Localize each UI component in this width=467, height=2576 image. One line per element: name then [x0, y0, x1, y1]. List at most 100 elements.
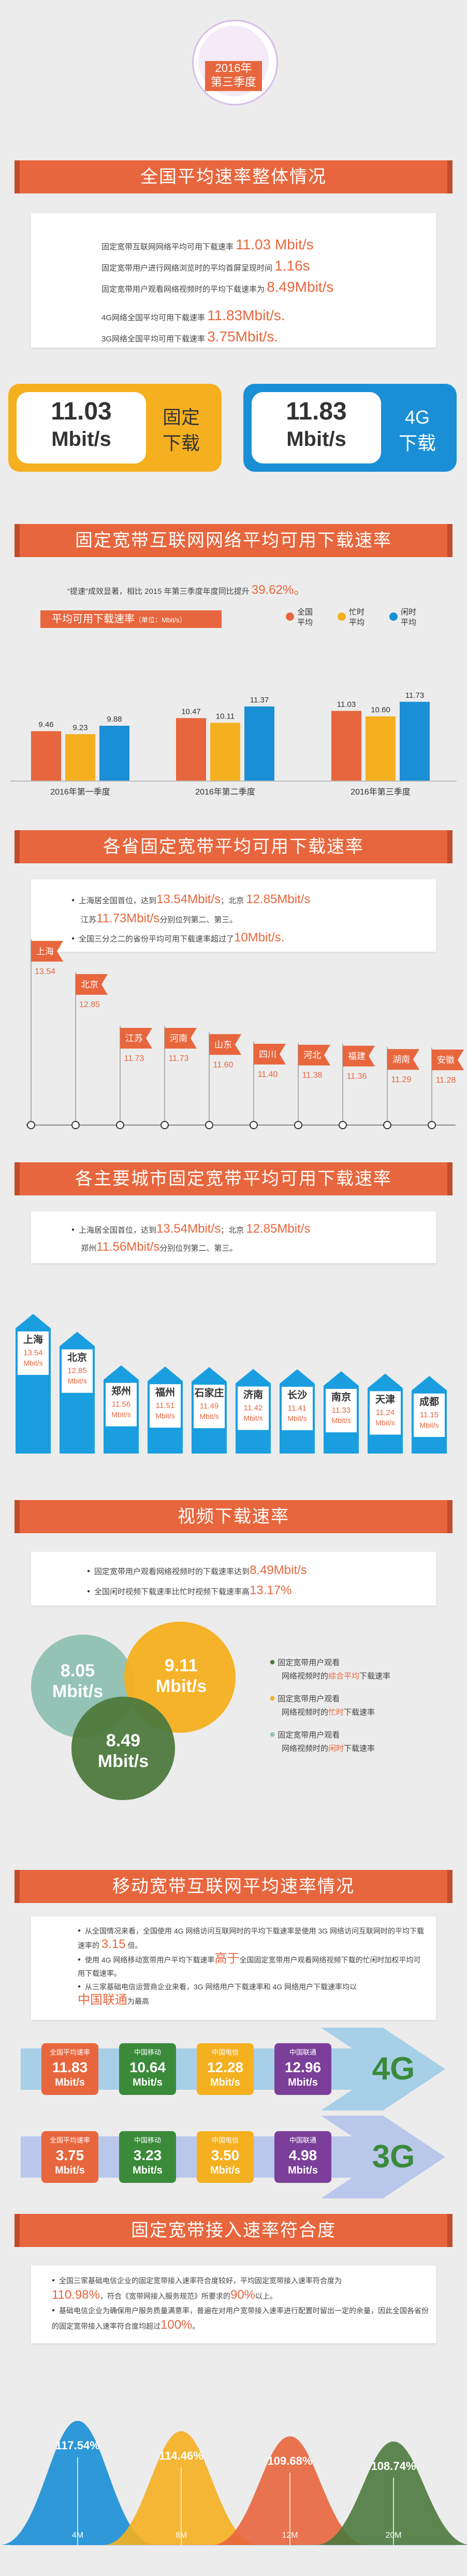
bar-1-2: [244, 706, 274, 781]
prov-flag-7: [343, 1045, 375, 1067]
fixed-download-label: 固定 下载: [150, 405, 212, 456]
4g-download-label: 4G 下载: [386, 405, 448, 456]
prov-base-7: [339, 1121, 347, 1129]
fixed-download-value: 11.03: [51, 398, 112, 425]
city-name-1: 北京: [67, 1352, 87, 1364]
video-b1-pre: 固定宽带用户观看网络视频时的下载速率达到: [94, 1567, 250, 1576]
prov-b2-val: 10Mbit/s.: [234, 931, 285, 945]
dist-value-0: 117.54%: [55, 2439, 100, 2452]
section-banner-mobile: 移动宽带互联网平均速率情况: [14, 1870, 453, 1903]
mobile-text: 从全国情况来看，全国使用 4G 网络访问互联网时的平均下载速率是使用 3G 网络…: [78, 1924, 425, 2008]
fixed-download-unit: Mbit/s: [51, 428, 111, 451]
line-fixed-rate: 固定宽带互联网网络平均可用下载速率: [101, 243, 234, 251]
city-label-panel-2: [106, 1383, 137, 1427]
video-legend-2-l2c: 下载速率: [344, 1708, 375, 1717]
city-unit-3: Mbit/s: [155, 1412, 174, 1420]
line-3g-rate: 3G网络全国平均可用下载速率: [101, 335, 206, 343]
line-video-rate: 固定宽带用户观看网络视频时的平均下载速率为: [101, 285, 265, 294]
bar-2-1: [366, 716, 396, 781]
video-avg-num: 8.49: [106, 1731, 141, 1750]
legend-label-1-a: 忙时: [349, 608, 364, 617]
video-busy-value: 9.11 Mbit/s: [145, 1655, 217, 1697]
conf-b1-val2: 90%: [230, 2288, 256, 2302]
dist-curve-3: [316, 2442, 467, 2545]
video-legend-1-l2a: 网络视频时的: [282, 1672, 329, 1681]
section-banner-cities: 各主要城市固定宽带平均可用下载速率: [14, 1162, 453, 1195]
dist-label-0: 4M: [72, 2531, 83, 2540]
city-name-9: 成都: [419, 1396, 439, 1407]
prov-base-3: [160, 1121, 169, 1129]
header-quarter: 第三季度: [210, 76, 256, 88]
mobile-b1-a: 从全国情况来看，全国使用 4G 网络访问互联网时的平均下载速率是使用 3G 网络…: [78, 1927, 424, 1950]
fixed-rate-note: “提速”成效显著，相比 2015 年第三季度年度同比提升 39.62%。: [67, 579, 430, 597]
prov-name-7: 福建: [348, 1052, 366, 1061]
mobile-tile-0-2: [197, 2043, 254, 2095]
city-value-0: 13.54: [23, 1349, 43, 1357]
section-banner-national: 全国平均速率整体情况: [14, 160, 453, 193]
header-year: 2016年: [215, 62, 252, 74]
prov-name-1: 北京: [81, 980, 98, 990]
video-legend-2-l2b: 忙时: [328, 1708, 344, 1717]
bar-label-2-2: 11.73: [405, 691, 424, 700]
city-name-8: 天津: [375, 1393, 395, 1405]
video-idle-unit: Mbit/s: [52, 1682, 104, 1701]
conformance-text: 全国三家基础电信企业的固定宽带接入速率符合度较好，平均固定宽带接入速率符合度为 1…: [52, 2273, 430, 2333]
prov-flag-9: [432, 1050, 464, 1070]
video-legend: ● 固定宽带用户观看 网络视频时的综合平均下载速率 ● 固定宽带用户观看 网络视频时…: [269, 1656, 391, 1753]
fixed-download-value-box: 11.03 Mbit/s: [17, 397, 146, 452]
prov-b1-mid: ；北京: [221, 896, 244, 905]
section-banner-provinces: 各省固定宽带平均可用下载速率: [14, 830, 453, 863]
prov-value-4: 11.60: [213, 1060, 233, 1069]
value-4g-rate: 11.83Mbit/s.: [207, 307, 285, 323]
bar-label-1-2: 11.37: [250, 696, 269, 705]
prov-value-3: 11.73: [169, 1054, 189, 1063]
mobile-tile-unit-0-1: Mbit/s: [133, 2077, 163, 2088]
city-unit-8: Mbit/s: [375, 1418, 395, 1427]
fixed-rate-chart-title: 平均可用下载速率（单位：Mbit/s）: [40, 610, 222, 628]
bar-label-1-0: 10.47: [181, 707, 201, 716]
fixed-label-2: 下载: [162, 432, 200, 454]
dist-value-1: 114.46%: [159, 2449, 203, 2462]
mobile-tile-value-1-2: 3.50: [211, 2147, 240, 2163]
section-banner-video: 视频下载速率: [14, 1500, 453, 1533]
mobile-tag-0: 4G: [372, 2051, 415, 2087]
prov-flag-0: [31, 941, 63, 962]
video-busy-unit: Mbit/s: [155, 1676, 207, 1696]
conf-b2-b: 。: [192, 2322, 200, 2330]
mobile-b1-val: 3.15: [101, 1937, 126, 1951]
legend-dot-2: [389, 612, 398, 621]
prov-name-0: 上海: [36, 947, 54, 956]
prov-name-2: 江苏: [125, 1034, 143, 1043]
prov-base-9: [428, 1121, 436, 1129]
legend-dot-1: [338, 612, 346, 621]
video-legend-2-l1: 固定宽带用户观看: [278, 1695, 340, 1703]
mobile-tile-unit-1-3: Mbit/s: [288, 2165, 318, 2176]
mobile-b2-b: 全国固定宽带用户观看网络视频下载的忙闲时加权平均可用下载速率。: [78, 1956, 421, 1978]
video-b2-val: 13.17%: [250, 1583, 292, 1597]
mobile-tile-name-0-1: 中国移动: [134, 2048, 161, 2056]
video-legend-3-l2b: 闲时: [328, 1744, 344, 1753]
city-b1-v1: 13.54Mbit/s: [156, 1222, 221, 1236]
city-name-0: 上海: [23, 1334, 43, 1345]
city-name-5: 济南: [243, 1388, 263, 1400]
value-first-screen: 1.16s: [274, 258, 310, 274]
mobile-tile-value-1-3: 4.98: [289, 2147, 317, 2163]
mobile-tile-value-0-1: 10.64: [129, 2059, 166, 2075]
legend-label-2-b: 平均: [401, 618, 416, 627]
4g-label-2: 下载: [398, 432, 436, 454]
value-3g-rate: 3.75Mbit/s.: [207, 328, 279, 345]
legend-label-0-b: 平均: [297, 618, 313, 627]
dist-value-3: 108.74%: [371, 2460, 416, 2473]
city-label-panel-0: [18, 1331, 49, 1375]
video-avg-circle: [71, 1697, 175, 1800]
prov-value-5: 11.40: [258, 1070, 278, 1079]
prov-base-4: [205, 1121, 213, 1129]
line-4g-rate: 4G网络全国平均可用下载速率: [101, 313, 206, 322]
4g-download-inner: [252, 392, 381, 463]
city-unit-7: Mbit/s: [331, 1416, 351, 1425]
mobile-tile-value-0-3: 12.96: [285, 2059, 321, 2075]
bar-label-0-0: 9.46: [38, 721, 53, 729]
prov-flag-3: [165, 1028, 197, 1049]
